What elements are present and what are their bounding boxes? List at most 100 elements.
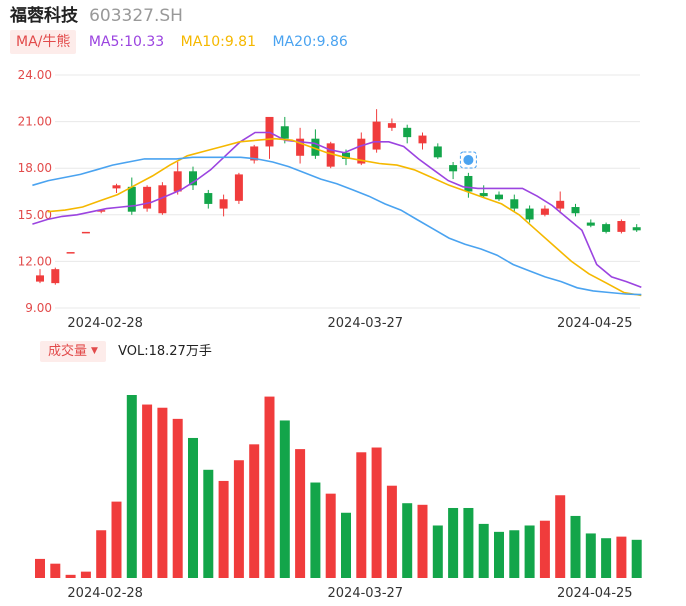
volume-bar: [631, 539, 642, 578]
ma-line-ma20: [32, 156, 642, 296]
ma5-label: MA5:10.33: [88, 34, 165, 50]
volume-bar: [172, 418, 183, 578]
ma-line-ma10: [47, 137, 642, 297]
volume-bar: [570, 515, 581, 578]
candle-body: [219, 199, 228, 209]
candle-body: [571, 207, 580, 214]
y-tick-label: 9.00: [25, 301, 52, 315]
candle-body: [464, 175, 473, 192]
candle-body: [617, 221, 626, 232]
volume-bar: [524, 525, 535, 578]
ma-legend-bar: MA/牛熊 MA5:10.33 MA10:9.81 MA20:9.86: [10, 30, 360, 54]
volume-bar: [601, 538, 612, 578]
candle-body: [204, 193, 213, 204]
volume-bar: [157, 407, 168, 578]
ma-toggle-button[interactable]: MA/牛熊: [10, 30, 77, 54]
volume-bar: [448, 507, 459, 578]
candle-body: [234, 174, 243, 201]
candle-body: [97, 210, 106, 212]
volume-legend-bar: 成交量 ▼ VOL:18.27万手: [40, 341, 212, 362]
volume-bar: [463, 507, 474, 578]
volume-bar: [325, 493, 336, 578]
volume-bar: [417, 504, 428, 578]
volume-bar: [279, 420, 290, 578]
volume-bar: [478, 523, 489, 578]
volume-value-label: VOL:18.27万手: [118, 344, 212, 359]
candle-body: [342, 152, 350, 159]
x-tick-label: 2024-04-25: [557, 316, 633, 331]
volume-bar: [142, 404, 153, 578]
volume-bar: [616, 536, 627, 578]
volume-bar: [494, 531, 504, 578]
volume-bar: [386, 485, 397, 578]
volume-bar: [509, 530, 520, 578]
candle-body: [495, 194, 503, 200]
volume-bar: [432, 525, 443, 578]
volume-bar: [555, 495, 566, 578]
stock-header: 福蓉科技 603327.SH: [10, 4, 183, 28]
candle-body: [510, 199, 519, 209]
volume-bar: [233, 460, 244, 578]
ma20-label: MA20:9.86: [272, 34, 348, 50]
volume-bar: [310, 482, 321, 578]
candle-body: [433, 146, 442, 158]
marker-icon: [463, 155, 474, 165]
volume-toggle-button[interactable]: 成交量 ▼: [40, 341, 106, 362]
candle-body: [525, 208, 534, 220]
candle-body: [602, 224, 611, 232]
candle-body: [81, 231, 90, 234]
candle-body: [189, 171, 197, 186]
volume-bar: [585, 533, 596, 578]
candle-body: [66, 252, 75, 254]
volume-bar: [80, 571, 91, 578]
candle-body: [143, 186, 152, 209]
y-tick-label: 24.00: [18, 68, 52, 82]
volume-bar: [35, 558, 45, 578]
candle-body: [296, 138, 305, 156]
y-tick-label: 21.00: [18, 115, 52, 129]
volume-bar: [402, 503, 413, 578]
volume-x-tick-label: 2024-02-28: [67, 586, 143, 601]
caret-down-icon: ▼: [91, 346, 98, 356]
candle-body: [311, 138, 320, 156]
volume-bar: [341, 512, 351, 578]
candle-body: [326, 143, 335, 167]
candle-body: [250, 146, 259, 161]
candle-body: [556, 200, 565, 209]
candle-body: [51, 269, 60, 284]
volume-bar: [218, 480, 229, 578]
volume-x-tick-label: 2024-04-25: [557, 586, 633, 601]
y-tick-label: 12.00: [18, 254, 52, 268]
candle-body: [418, 135, 427, 144]
candle-body: [173, 171, 182, 192]
candle-body: [540, 208, 549, 215]
stock-name: 福蓉科技: [10, 6, 78, 26]
candle-body: [632, 227, 641, 231]
volume-bar: [65, 574, 76, 578]
x-tick-label: 2024-02-28: [67, 316, 143, 331]
candle-body: [372, 121, 381, 150]
volume-bar: [188, 437, 198, 578]
candle-body: [280, 126, 289, 139]
volume-bar: [96, 530, 107, 578]
candle-body: [357, 138, 366, 164]
x-tick-label: 2024-03-27: [328, 316, 404, 331]
volume-bar: [264, 396, 275, 578]
candle-body: [387, 123, 396, 128]
volume-x-tick-label: 2024-03-27: [328, 586, 404, 601]
candle-body: [586, 222, 595, 226]
volume-bar: [539, 520, 550, 578]
volume-bar: [371, 447, 382, 578]
volume-bar: [249, 444, 260, 578]
marker-frame-icon: [459, 151, 477, 169]
candle-body: [158, 185, 167, 214]
volume-bar: [295, 449, 306, 578]
volume-bar: [203, 469, 214, 578]
candle-body: [403, 127, 412, 138]
volume-bar: [126, 395, 137, 578]
y-tick-label: 18.00: [18, 161, 52, 175]
candle-body: [265, 116, 274, 147]
volume-bar: [50, 563, 61, 578]
candle-body: [36, 275, 44, 282]
